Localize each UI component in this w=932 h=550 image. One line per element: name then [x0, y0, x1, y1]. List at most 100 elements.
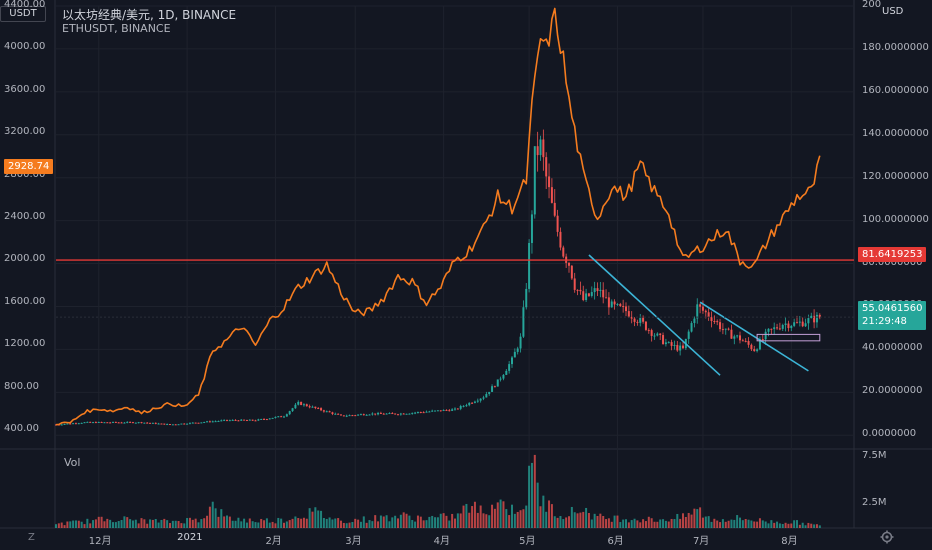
- candle-body: [231, 419, 234, 421]
- candle-body: [191, 422, 194, 424]
- volume-bar: [146, 523, 149, 528]
- volume-bar: [257, 522, 260, 528]
- left-axis-tick: 800.00: [4, 380, 39, 392]
- candle-body: [750, 344, 753, 350]
- candle-body: [813, 315, 816, 323]
- current-price-value: 55.0461560: [862, 303, 923, 314]
- candle-body: [100, 421, 103, 423]
- candle-body: [217, 420, 220, 422]
- zoom-button[interactable]: Z: [28, 532, 35, 543]
- candle-body: [622, 306, 625, 308]
- volume-bar: [57, 523, 60, 528]
- volume-bar: [659, 519, 662, 528]
- volume-bar: [716, 520, 719, 528]
- candle-body: [519, 336, 522, 349]
- volume-bar: [149, 519, 152, 528]
- candle-body: [394, 413, 397, 415]
- candle-body: [166, 424, 169, 426]
- candle-body: [419, 411, 422, 413]
- left-axis-tick: 4400.00: [4, 0, 46, 10]
- candle-body: [411, 412, 414, 414]
- candle-body: [428, 411, 431, 413]
- volume-bar: [214, 508, 217, 528]
- volume-bar: [422, 520, 425, 528]
- volume-bar: [354, 518, 357, 528]
- volume-bar: [590, 519, 593, 528]
- volume-bar: [365, 522, 368, 528]
- candle-body: [103, 422, 106, 424]
- candle-body: [377, 412, 380, 415]
- candle-body: [371, 413, 374, 415]
- volume-bar: [793, 520, 796, 528]
- time-axis-tick: 2021: [177, 532, 203, 543]
- candle-body: [297, 401, 300, 405]
- volume-bar: [753, 521, 756, 528]
- candle-body: [322, 410, 325, 412]
- volume-bar: [317, 510, 320, 528]
- level-price-tag: 81.6419253: [858, 247, 927, 262]
- volume-bar: [781, 523, 784, 528]
- candle-body: [576, 289, 579, 291]
- gear-icon[interactable]: [880, 530, 894, 544]
- left-axis-tick: 2400.00: [4, 211, 46, 223]
- candle-body: [459, 406, 462, 409]
- candle-body: [226, 419, 228, 421]
- volume-bar: [382, 516, 385, 528]
- volume-bar: [305, 518, 308, 528]
- candle-body: [245, 420, 248, 422]
- volume-bar: [103, 521, 106, 528]
- candle-body: [536, 146, 539, 156]
- candle-body: [818, 314, 821, 318]
- volume-bar: [562, 519, 565, 528]
- candle-body: [234, 419, 237, 421]
- volume-bar: [277, 517, 280, 528]
- volume-bar: [340, 520, 342, 528]
- candle-body: [414, 412, 417, 414]
- left-axis-tick: 1600.00: [4, 295, 46, 307]
- volume-bar: [186, 518, 189, 528]
- candle-body: [348, 415, 351, 417]
- volume-bar: [696, 509, 699, 528]
- volume-bar: [77, 520, 80, 528]
- candle-body: [451, 409, 454, 411]
- volume-bar: [55, 524, 57, 528]
- candle-body: [756, 349, 759, 352]
- volume-bar: [693, 508, 696, 528]
- volume-bar: [644, 521, 647, 528]
- candle-body: [391, 413, 394, 415]
- volume-bar: [553, 516, 556, 528]
- volume-bar: [419, 516, 422, 528]
- volume-bar: [550, 504, 553, 528]
- volume-bar: [434, 517, 437, 528]
- volume-bar: [761, 520, 764, 528]
- left-axis-unit[interactable]: USDT: [0, 6, 46, 22]
- volume-bar: [405, 513, 408, 528]
- volume-bar: [97, 516, 100, 528]
- volume-bar: [636, 520, 639, 528]
- volume-bar: [633, 518, 636, 528]
- candle-body: [422, 412, 425, 414]
- volume-bar: [596, 515, 599, 528]
- candle-body: [778, 328, 781, 330]
- right-axis-unit: USD: [882, 6, 904, 17]
- candle-body: [320, 408, 323, 411]
- candle-body: [248, 419, 251, 421]
- candle-body: [502, 374, 505, 379]
- consolidation-box: [756, 333, 821, 342]
- volume-bar: [251, 521, 254, 528]
- grid-lines: [0, 0, 932, 529]
- volume-bar: [579, 512, 582, 528]
- volume-bar: [177, 521, 180, 528]
- volume-bar: [511, 504, 513, 528]
- volume-bar: [208, 506, 211, 528]
- volume-bar: [248, 518, 251, 528]
- candle-body: [243, 419, 246, 421]
- right-axis-tick: 120.0000000: [862, 170, 929, 182]
- candle-body: [228, 420, 231, 422]
- candle-body: [593, 288, 596, 293]
- volume-legend: Vol: [64, 456, 81, 469]
- candle-body: [431, 410, 434, 412]
- volume-bar: [764, 521, 767, 528]
- candle-body: [456, 408, 459, 410]
